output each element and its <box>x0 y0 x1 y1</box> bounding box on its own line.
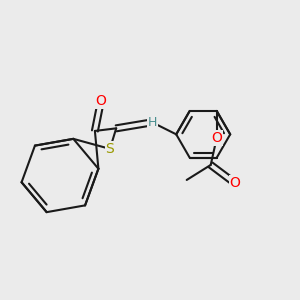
Text: S: S <box>106 142 114 156</box>
Text: H: H <box>148 116 157 129</box>
Text: O: O <box>229 176 240 190</box>
Text: O: O <box>95 94 106 108</box>
Text: O: O <box>211 131 222 145</box>
